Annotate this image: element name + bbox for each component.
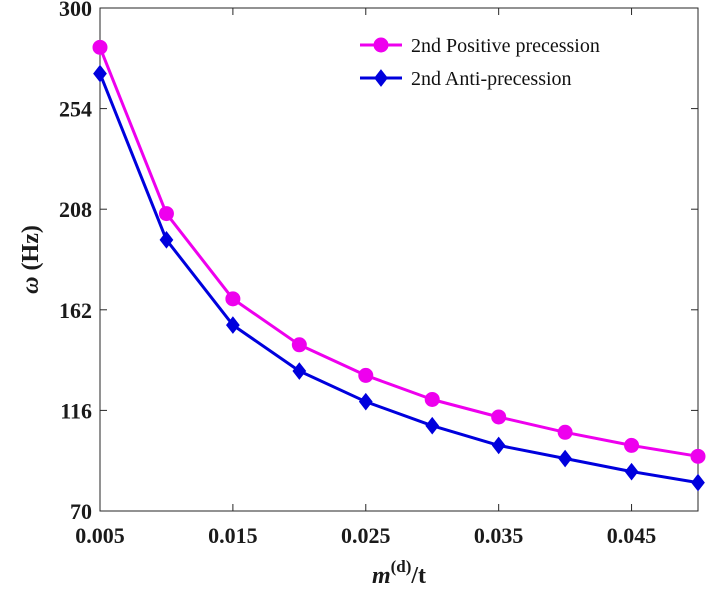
- series-positive-precession: [92, 39, 706, 464]
- series-layer: [92, 39, 706, 492]
- data-point-anti-precession: [226, 316, 240, 334]
- data-point-positive-precession: [291, 337, 307, 353]
- x-axis-label-main: m: [372, 563, 391, 589]
- data-point-positive-precession: [158, 206, 174, 222]
- legend-label-positive-precession: 2nd Positive precession: [411, 35, 600, 57]
- y-axis-label: ω (Hz): [18, 225, 44, 294]
- plot-frame: [99, 7, 699, 512]
- y-axis-label-unit: (Hz): [18, 225, 44, 270]
- data-point-anti-precession: [159, 231, 174, 249]
- data-point-anti-precession: [358, 392, 373, 411]
- y-tick-label: 70: [70, 499, 92, 524]
- data-point-positive-precession: [557, 424, 573, 440]
- x-tick-label: 0.045: [607, 523, 657, 548]
- data-point-positive-precession: [92, 39, 108, 55]
- legend: 2nd Positive precession 2nd Anti-precess…: [360, 35, 600, 90]
- data-point-positive-precession: [358, 367, 374, 383]
- x-tick-label: 0.025: [341, 523, 391, 548]
- x-axis-label-tail: /t: [410, 563, 426, 589]
- data-point-positive-precession: [624, 437, 640, 453]
- series-anti-precession: [93, 64, 705, 492]
- legend-symbol-circle: [373, 37, 389, 53]
- data-point-anti-precession: [425, 416, 440, 435]
- y-tick-label: 208: [59, 197, 92, 222]
- series-line-anti-precession: [98, 73, 699, 485]
- data-point-anti-precession: [292, 362, 307, 380]
- x-axis-label: m(d)/t: [372, 557, 426, 589]
- series-line-positive-precession: [98, 46, 699, 458]
- y-tick-label: 162: [59, 298, 92, 323]
- data-point-positive-precession: [424, 391, 440, 407]
- x-tick-label: 0.035: [474, 523, 524, 548]
- legend-marker-positive-precession: [373, 37, 389, 53]
- y-tick-label: 254: [59, 97, 92, 122]
- data-point-positive-precession: [225, 291, 241, 307]
- y-tick-label: 300: [59, 0, 92, 21]
- legend-symbol-diamond: [374, 69, 388, 87]
- y-axis-label-symbol: ω: [18, 276, 44, 293]
- data-point-anti-precession: [491, 436, 506, 455]
- axes-layer: 70 116 162 208 254 300 0.005 0.015 0.025 0.035 0.0…: [59, 0, 699, 548]
- x-tick-label: 0.005: [75, 523, 125, 548]
- data-point-anti-precession: [691, 473, 705, 492]
- x-axis-label-superscript: (d): [391, 557, 412, 576]
- data-point-anti-precession: [624, 462, 639, 481]
- legend-label-anti-precession: 2nd Anti-precession: [411, 68, 572, 90]
- y-tick-label: 116: [60, 398, 92, 423]
- x-tick-label: 0.015: [208, 523, 258, 548]
- data-point-positive-precession: [491, 409, 507, 425]
- data-point-anti-precession: [558, 449, 572, 468]
- data-point-positive-precession: [690, 448, 706, 464]
- data-point-anti-precession: [93, 64, 107, 83]
- legend-marker-anti-precession: [374, 69, 388, 87]
